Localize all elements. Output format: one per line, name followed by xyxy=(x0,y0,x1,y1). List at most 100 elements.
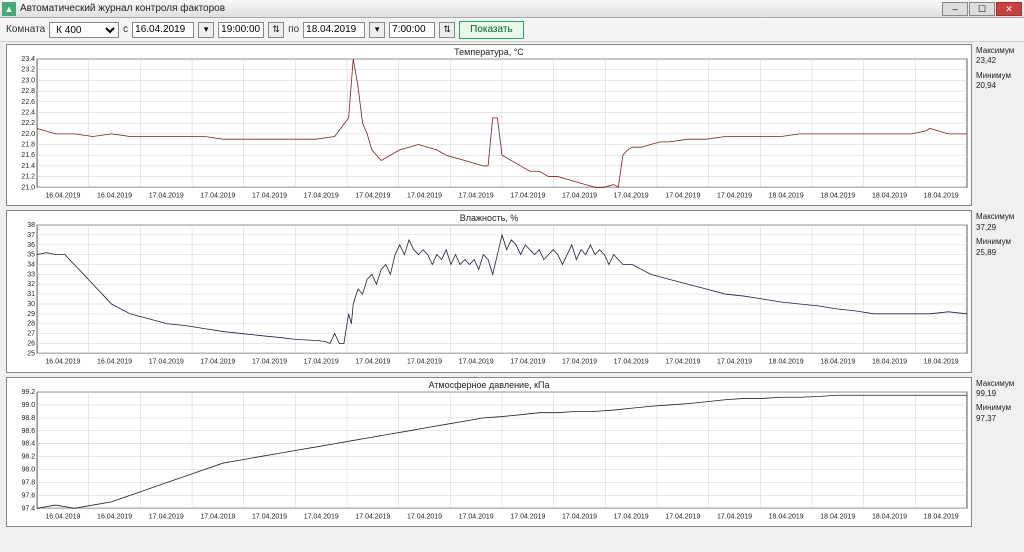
x-tick-label: 18.04.2019 xyxy=(924,513,959,520)
x-tick-label: 17.04.2019 xyxy=(304,192,339,199)
stat-min-value: 20,94 xyxy=(976,81,1018,91)
chart-stats: Максимум 37,29 Минимум 25,89 xyxy=(972,210,1018,372)
x-tick-label: 17.04.2019 xyxy=(252,513,287,520)
x-tick-label: 17.04.2019 xyxy=(407,192,442,199)
chart-title: Влажность, % xyxy=(460,213,519,223)
y-tick-label: 33 xyxy=(27,272,35,279)
x-tick-label: 17.04.2019 xyxy=(510,359,545,366)
y-tick-label: 35 xyxy=(27,252,35,259)
y-tick-label: 23.0 xyxy=(21,77,35,84)
y-tick-label: 22.0 xyxy=(21,131,35,138)
x-tick-label: 17.04.2019 xyxy=(717,192,752,199)
y-tick-label: 34 xyxy=(27,262,35,269)
stat-min-label: Минимум xyxy=(976,403,1018,413)
chart-title: Атмосферное давление, кПа xyxy=(428,380,549,390)
to-date-calendar-icon[interactable]: ▾ xyxy=(369,22,385,38)
y-tick-label: 28 xyxy=(27,321,35,328)
to-time-stepper-icon[interactable]: ⇅ xyxy=(439,22,455,38)
y-tick-label: 30 xyxy=(27,301,35,308)
y-tick-label: 23.2 xyxy=(21,67,35,74)
x-tick-label: 17.04.2019 xyxy=(562,513,597,520)
chart-title: Температура, °C xyxy=(454,47,524,57)
y-tick-label: 98.4 xyxy=(21,440,35,447)
from-time-input[interactable] xyxy=(218,22,264,38)
x-tick-label: 18.04.2019 xyxy=(769,192,804,199)
x-tick-label: 17.04.2019 xyxy=(200,513,235,520)
x-tick-label: 17.04.2019 xyxy=(717,513,752,520)
y-tick-label: 97.6 xyxy=(21,492,35,499)
show-button[interactable]: Показать xyxy=(459,21,524,39)
chart-row: Температура, °C21.021.221.421.621.822.02… xyxy=(6,44,1018,206)
room-label: Комната xyxy=(6,24,45,35)
x-tick-label: 17.04.2019 xyxy=(614,359,649,366)
x-tick-label: 17.04.2019 xyxy=(149,359,184,366)
x-tick-label: 17.04.2019 xyxy=(614,192,649,199)
toolbar: Комната К 400 с ▾ ⇅ по ▾ ⇅ Показать xyxy=(0,18,1024,42)
x-tick-label: 17.04.2019 xyxy=(407,513,442,520)
room-select[interactable]: К 400 xyxy=(49,22,119,38)
charts-container: Температура, °C21.021.221.421.621.822.02… xyxy=(0,42,1024,552)
x-tick-label: 17.04.2019 xyxy=(355,359,390,366)
y-tick-label: 22.8 xyxy=(21,88,35,95)
x-tick-label: 16.04.2019 xyxy=(45,513,80,520)
y-tick-label: 22.6 xyxy=(21,99,35,106)
x-tick-label: 17.04.2019 xyxy=(304,513,339,520)
x-tick-label: 17.04.2019 xyxy=(459,192,494,199)
x-tick-label: 17.04.2019 xyxy=(252,192,287,199)
stat-min-value: 25,89 xyxy=(976,248,1018,258)
x-tick-label: 17.04.2019 xyxy=(200,192,235,199)
x-tick-label: 18.04.2019 xyxy=(820,192,855,199)
app-icon: ▲ xyxy=(2,2,16,16)
chart-panel: Температура, °C21.021.221.421.621.822.02… xyxy=(6,44,972,206)
stat-max-value: 23,42 xyxy=(976,56,1018,66)
y-tick-label: 21.2 xyxy=(21,174,35,181)
close-button[interactable]: ✕ xyxy=(996,2,1022,16)
y-tick-label: 21.8 xyxy=(21,142,35,149)
chart-stats: Максимум 23,42 Минимум 20,94 xyxy=(972,44,1018,206)
to-date-input[interactable] xyxy=(303,22,365,38)
from-label: с xyxy=(123,24,128,35)
stat-min-label: Минимум xyxy=(976,237,1018,247)
maximize-button[interactable]: ☐ xyxy=(969,2,995,16)
y-tick-label: 98.0 xyxy=(21,466,35,473)
x-tick-label: 17.04.2019 xyxy=(665,359,700,366)
from-date-calendar-icon[interactable]: ▾ xyxy=(198,22,214,38)
y-tick-label: 25 xyxy=(27,351,35,358)
x-tick-label: 17.04.2019 xyxy=(252,359,287,366)
y-tick-label: 98.8 xyxy=(21,415,35,422)
x-tick-label: 17.04.2019 xyxy=(665,513,700,520)
x-tick-label: 18.04.2019 xyxy=(924,359,959,366)
x-tick-label: 17.04.2019 xyxy=(665,192,700,199)
x-tick-label: 17.04.2019 xyxy=(510,192,545,199)
y-tick-label: 26 xyxy=(27,341,35,348)
stat-max-label: Максимум xyxy=(976,46,1018,56)
x-tick-label: 16.04.2019 xyxy=(45,359,80,366)
x-tick-label: 17.04.2019 xyxy=(200,359,235,366)
chart-svg: Атмосферное давление, кПа97.497.697.898.… xyxy=(7,378,971,526)
x-tick-label: 17.04.2019 xyxy=(355,192,390,199)
chart-panel: Атмосферное давление, кПа97.497.697.898.… xyxy=(6,377,972,527)
from-date-input[interactable] xyxy=(132,22,194,38)
y-tick-label: 38 xyxy=(27,222,35,229)
stat-min-label: Минимум xyxy=(976,71,1018,81)
to-label: по xyxy=(288,24,299,35)
x-tick-label: 17.04.2019 xyxy=(149,513,184,520)
window-titlebar: ▲ Автоматический журнал контроля факторо… xyxy=(0,0,1024,18)
y-tick-label: 97.8 xyxy=(21,479,35,486)
from-time-stepper-icon[interactable]: ⇅ xyxy=(268,22,284,38)
minimize-button[interactable]: – xyxy=(942,2,968,16)
chart-svg: Температура, °C21.021.221.421.621.822.02… xyxy=(7,45,971,205)
y-tick-label: 27 xyxy=(27,331,35,338)
x-tick-label: 17.04.2019 xyxy=(149,192,184,199)
x-tick-label: 17.04.2019 xyxy=(304,359,339,366)
chart-row: Атмосферное давление, кПа97.497.697.898.… xyxy=(6,377,1018,527)
stat-max-label: Максимум xyxy=(976,379,1018,389)
to-time-input[interactable] xyxy=(389,22,435,38)
x-tick-label: 16.04.2019 xyxy=(97,192,132,199)
chart-svg: Влажность, %2526272829303132333435363738… xyxy=(7,211,971,371)
y-tick-label: 23.4 xyxy=(21,56,35,63)
x-tick-label: 17.04.2019 xyxy=(614,513,649,520)
x-tick-label: 17.04.2019 xyxy=(562,192,597,199)
x-tick-label: 18.04.2019 xyxy=(820,359,855,366)
stat-min-value: 97,37 xyxy=(976,414,1018,424)
